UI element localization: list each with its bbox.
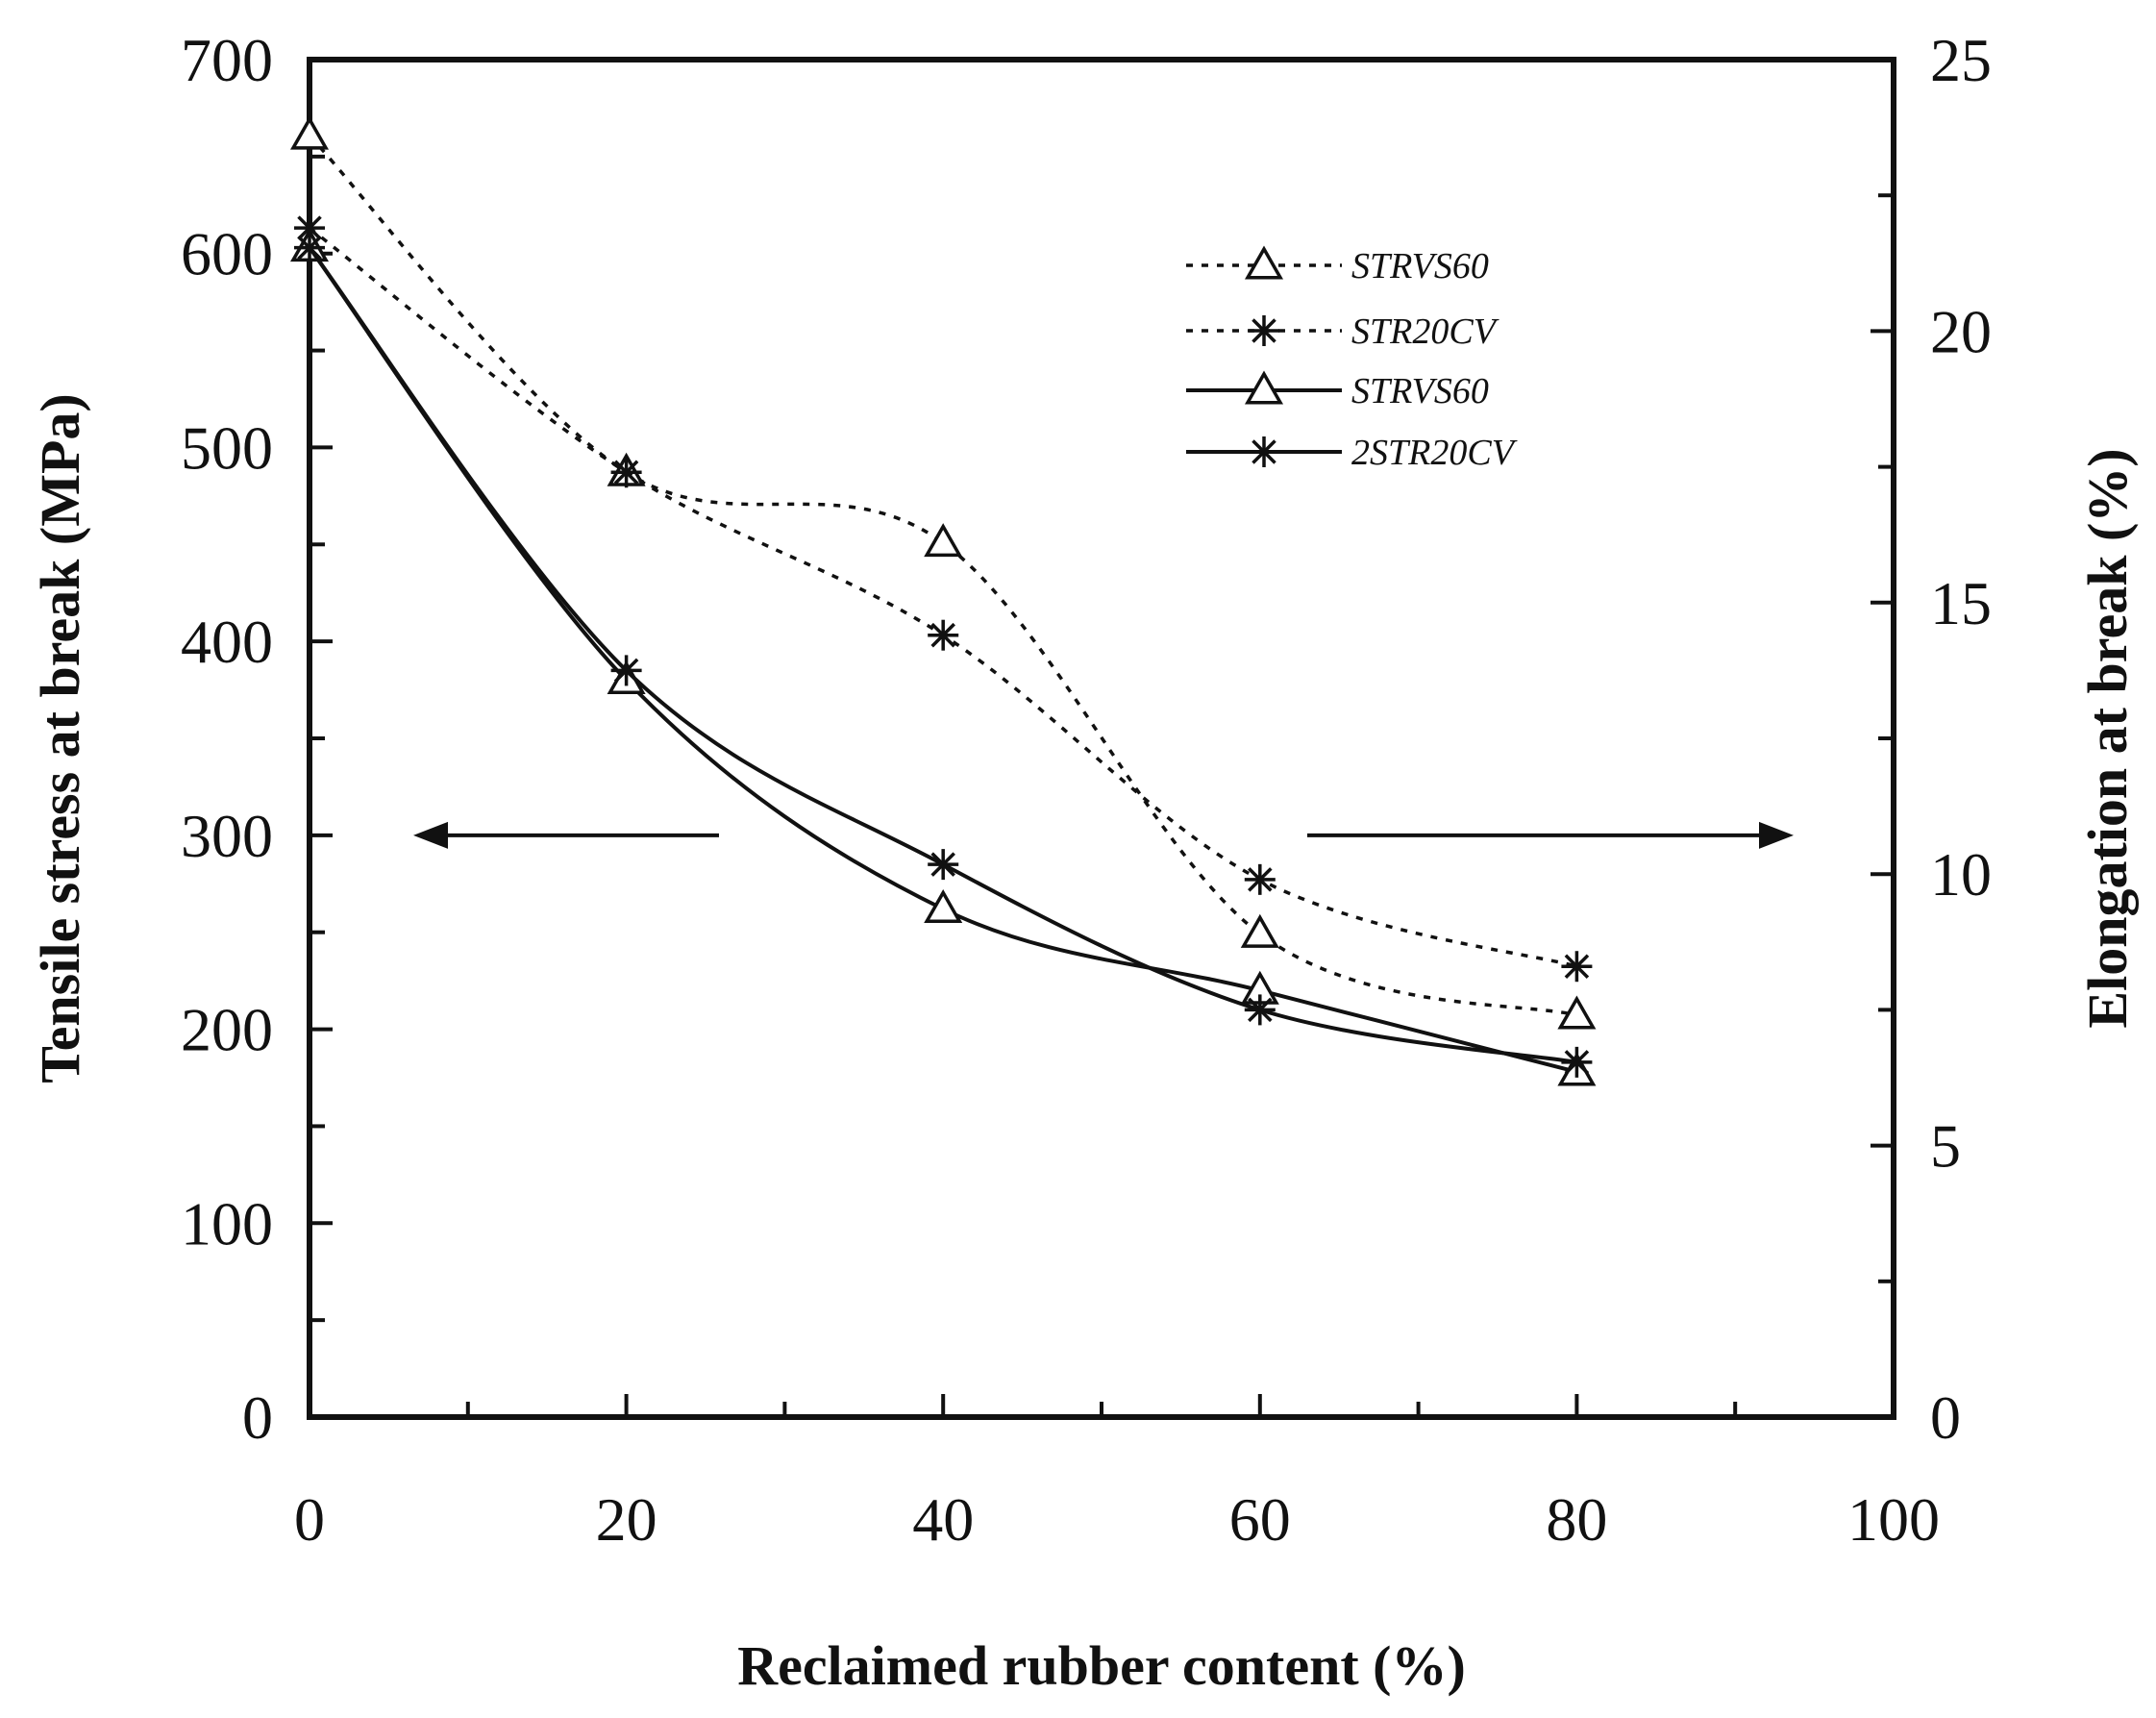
legend-label: STRVS60 bbox=[1351, 246, 1489, 286]
series-line bbox=[308, 246, 1577, 1074]
legend-label: 2STR20CV bbox=[1351, 433, 1518, 473]
y-right-tick-label: 5 bbox=[1930, 1112, 1961, 1181]
x-tick-label: 60 bbox=[1229, 1485, 1291, 1554]
x-tick-label: 80 bbox=[1546, 1485, 1607, 1554]
y-left-tick-label: 700 bbox=[181, 26, 273, 94]
y-right-axis-title: Elongation at break (%) bbox=[2076, 448, 2139, 1028]
data-point bbox=[1561, 1046, 1593, 1078]
series-2 bbox=[294, 212, 1593, 983]
data-point bbox=[924, 888, 963, 924]
y-left-tick-label: 200 bbox=[181, 996, 273, 1064]
x-axis-title: Reclaimed rubber content (%) bbox=[737, 1634, 1466, 1697]
asterisk-stroke bbox=[1251, 318, 1276, 343]
legend-label: STRVS60 bbox=[1351, 371, 1489, 411]
legend-marker bbox=[1249, 436, 1279, 467]
asterisk-stroke bbox=[297, 235, 322, 261]
series-4 bbox=[294, 232, 1593, 1078]
data-point bbox=[928, 849, 959, 881]
y-right-tick-label: 20 bbox=[1930, 297, 1992, 365]
y-left-axis-title: Tensile stress at break (MPa) bbox=[29, 393, 91, 1083]
data-point bbox=[289, 115, 330, 150]
y-right-tick-label: 10 bbox=[1930, 840, 1992, 909]
asterisk-stroke bbox=[1251, 439, 1276, 464]
asterisk-stroke bbox=[297, 215, 322, 240]
legend-entry: STR20CV bbox=[1186, 311, 1499, 352]
left-arrow-head bbox=[413, 821, 448, 849]
y-right-tick-label: 25 bbox=[1930, 26, 1992, 94]
legend-marker bbox=[1249, 315, 1279, 346]
series-line bbox=[308, 134, 1577, 1017]
data-point bbox=[1557, 995, 1597, 1030]
x-tick-label: 0 bbox=[294, 1485, 325, 1554]
asterisk-stroke bbox=[613, 460, 639, 486]
y-left-tick-label: 500 bbox=[181, 413, 273, 482]
y-right-tick-label: 15 bbox=[1930, 569, 1992, 637]
asterisk-stroke bbox=[1564, 1050, 1590, 1075]
legend-entry: 2STR20CV bbox=[1186, 433, 1518, 473]
x-tick-label: 100 bbox=[1847, 1485, 1940, 1554]
legend-marker bbox=[1244, 245, 1284, 280]
data-point bbox=[294, 232, 325, 263]
data-point bbox=[610, 457, 642, 488]
data-point bbox=[1244, 863, 1276, 895]
data-point bbox=[1561, 951, 1593, 983]
y-left-tick-label: 100 bbox=[181, 1189, 273, 1257]
legend-label: STR20CV bbox=[1351, 311, 1499, 352]
asterisk-stroke bbox=[613, 658, 639, 684]
x-tick-label: 40 bbox=[912, 1485, 974, 1554]
legend-marker bbox=[1244, 370, 1284, 405]
y-left-tick-label: 300 bbox=[181, 802, 273, 870]
asterisk-stroke bbox=[1248, 867, 1273, 892]
asterisk-stroke bbox=[1248, 997, 1273, 1023]
x-tick-label: 20 bbox=[596, 1485, 657, 1554]
right-arrow-head bbox=[1759, 821, 1794, 849]
data-point bbox=[928, 619, 959, 651]
data-point bbox=[924, 523, 963, 558]
legend-entry: STRVS60 bbox=[1186, 370, 1489, 411]
series-line bbox=[308, 246, 1577, 1064]
series-3 bbox=[289, 228, 1597, 1086]
asterisk-stroke bbox=[930, 852, 955, 877]
data-point bbox=[610, 655, 642, 686]
y-left-tick-label: 0 bbox=[242, 1383, 273, 1452]
y-right-tick-label: 0 bbox=[1930, 1383, 1961, 1452]
asterisk-stroke bbox=[930, 622, 955, 648]
y-left-tick-label: 400 bbox=[181, 608, 273, 676]
y-left-tick-label: 600 bbox=[181, 220, 273, 288]
data-point bbox=[1244, 994, 1276, 1026]
asterisk-stroke bbox=[1564, 954, 1590, 979]
data-point bbox=[1240, 913, 1279, 948]
legend-entry: STRVS60 bbox=[1186, 245, 1489, 286]
